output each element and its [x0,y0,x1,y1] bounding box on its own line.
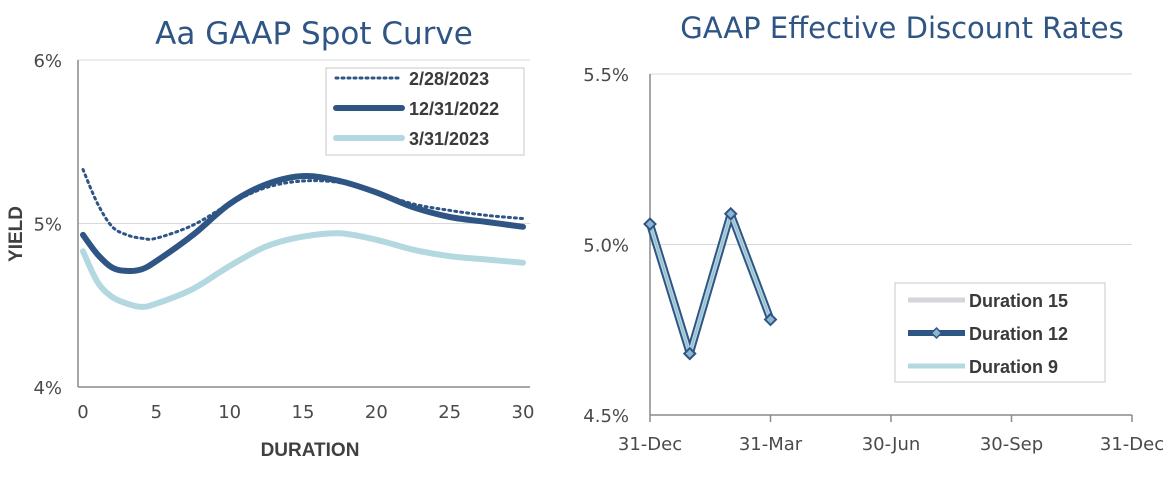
spot-curve-y-tick-label: 6% [33,51,62,72]
spot-curve-x-tick-label: 5 [151,402,162,423]
spot-curve-x-tick-label: 10 [218,402,241,423]
spot-curve-x-tick-label: 15 [292,402,315,423]
spot-curve-legend: 2/28/2023 12/31/2022 3/31/2023 [325,67,525,156]
discount-rates-y-tick-label: 4.5% [583,406,629,427]
discount-rates-x-tick-label: 30-Sep [980,434,1043,455]
discount-rates-marker [682,346,697,361]
spot-curve-tick-labels: 4% 5% 6% 0 5 10 15 20 25 30 [33,51,534,423]
discount-rates-legend-marker [930,326,943,340]
discount-rates-chart: GAAP Effective Discount Rates 4.5% 5.0% 5.… [583,11,1164,455]
spot-curve-y-tick-label: 5% [33,215,62,236]
discount-rates-x-tick-label: 31-Dec [618,434,682,455]
spot-curve-legend-label: 12/31/2022 [409,99,499,119]
discount-rates-marker [723,206,738,221]
spot-curve-title: Aa GAAP Spot Curve [155,16,473,52]
discount-rates-marker [643,217,657,231]
spot-curve-series-3-31-2023 [80,230,526,310]
discount-rates-series [643,206,778,361]
discount-rates-x-tick-label: 30-Jun [862,434,921,455]
discount-rates-marker [763,312,778,327]
spot-curve-series [80,168,526,310]
discount-rates-series-duration-15 [649,211,772,357]
discount-rates-legend-label: Duration 9 [969,357,1058,377]
spot-curve-chart: Aa GAAP Spot Curve 4% 5% 6% 0 5 10 15 20 25 30 DU… [6,16,534,461]
spot-curve-x-axis-title: DURATION [261,440,360,461]
discount-rates-tick-labels: 4.5% 5.0% 5.5% 31-Dec 31-Mar 30-Jun 30-Sep 31-D… [583,65,1164,455]
discount-rates-x-tick-label: 31-Dec [1100,434,1164,455]
spot-curve-y-axis-title: YIELD [6,206,27,262]
spot-curve-legend-label: 2/28/2023 [409,69,489,89]
discount-rates-gridlines [650,73,1132,245]
spot-curve-series-2-28-2023 [81,168,525,241]
spot-curve-x-tick-label: 30 [512,402,535,423]
discount-rates-y-tick-label: 5.5% [583,65,629,86]
discount-rates-title: GAAP Effective Discount Rates [680,11,1124,45]
discount-rates-x-tick-label: 31-Mar [739,434,803,455]
spot-curve-gridlines [78,59,530,224]
spot-curve-x-tick-label: 20 [365,402,388,423]
spot-curve-x-tick-label: 25 [438,402,461,423]
discount-rates-legend-label: Duration 15 [969,291,1068,311]
discount-rates-legend-label: Duration 12 [969,324,1068,344]
discount-rates-legend: Duration 15 Duration 12 Duration 9 [894,282,1106,383]
spot-curve-series-12-31-2022 [80,173,526,275]
spot-curve-legend-label: 3/31/2023 [409,129,489,149]
spot-curve-y-tick-label: 4% [33,378,62,399]
spot-curve-x-tick-label: 0 [77,402,88,423]
discount-rates-y-tick-label: 5.0% [583,236,629,257]
